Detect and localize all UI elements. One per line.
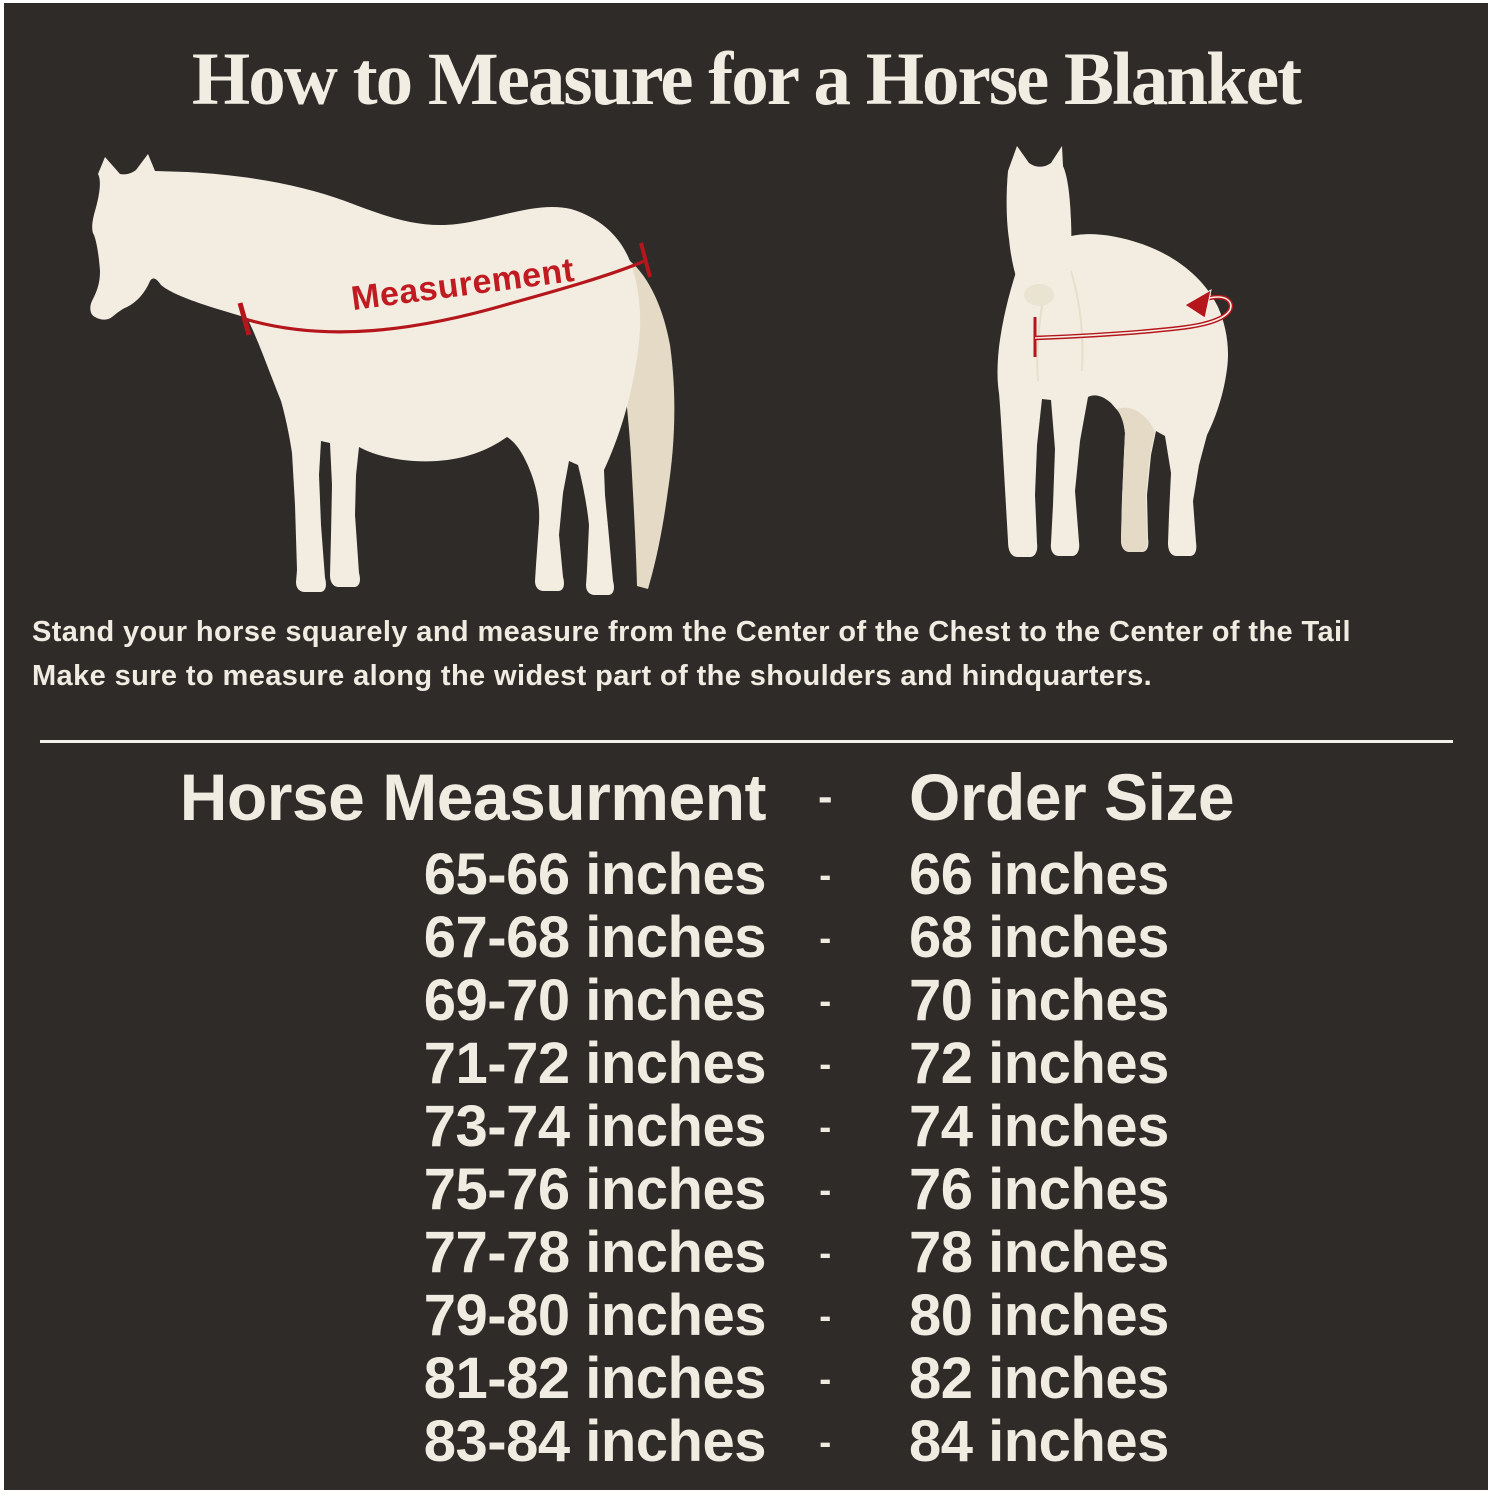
order-size-value: 74 inches <box>909 1094 1169 1159</box>
order-size-value: 84 inches <box>909 1409 1169 1474</box>
instructions-text: Stand your horse squarely and measure fr… <box>32 610 1477 698</box>
size-chart: Horse Measurment - Order Size 65-66 inch… <box>4 760 1491 1473</box>
size-chart-row: 71-72 inches - 72 inches <box>4 1032 1491 1095</box>
separator-dash: - <box>819 854 831 895</box>
side-horse-illustration <box>90 154 675 595</box>
order-size-value: 66 inches <box>909 842 1169 907</box>
girth-line-highlight <box>1034 296 1232 339</box>
order-size-value: 78 inches <box>909 1220 1169 1285</box>
header-separator-dash: - <box>817 773 833 821</box>
infographic-panel: How to Measure for a Horse Blanket Measu… <box>4 3 1488 1490</box>
page-title: How to Measure for a Horse Blanket <box>191 38 1302 121</box>
horse-measurement-value: 83-84 inches <box>423 1409 767 1474</box>
separator-dash: - <box>819 1169 831 1210</box>
separator-dash: - <box>819 1106 831 1147</box>
separator-dash: - <box>819 1358 831 1399</box>
size-chart-row: 81-82 inches - 82 inches <box>4 1347 1491 1410</box>
horse-measurement-value: 65-66 inches <box>423 842 767 907</box>
horse-measurement-value: 71-72 inches <box>423 1031 767 1096</box>
size-chart-header: Horse Measurment - Order Size <box>4 760 1491 834</box>
horse-measurement-value: 69-70 inches <box>423 968 767 1033</box>
size-chart-row: 73-74 inches - 74 inches <box>4 1095 1491 1158</box>
size-rows: 65-66 inches - 66 inches 67-68 inches - … <box>4 843 1491 1473</box>
measurement-tick-chest <box>237 302 252 336</box>
separator-dash: - <box>819 1421 831 1462</box>
separator-dash: - <box>819 1232 831 1273</box>
side-horse-body <box>90 154 641 595</box>
order-size-value: 68 inches <box>909 905 1169 970</box>
order-size-value: 70 inches <box>909 968 1169 1033</box>
size-chart-row: 77-78 inches - 78 inches <box>4 1221 1491 1284</box>
front-horse-head <box>1006 146 1072 308</box>
order-size-value: 76 inches <box>909 1157 1169 1222</box>
divider-line <box>40 740 1453 743</box>
front-horse-body <box>997 234 1228 557</box>
instructions-line-2: Make sure to measure along the widest pa… <box>32 660 1153 692</box>
size-chart-row: 67-68 inches - 68 inches <box>4 906 1491 969</box>
size-chart-row: 75-76 inches - 76 inches <box>4 1158 1491 1221</box>
horse-measurement-value: 79-80 inches <box>423 1283 767 1348</box>
separator-dash: - <box>819 1043 831 1084</box>
instructions-line-1: Stand your horse squarely and measure fr… <box>32 616 1351 648</box>
horse-measurement-value: 67-68 inches <box>423 905 767 970</box>
front-horse-illustration <box>997 146 1234 557</box>
front-horse-muzzle-shade <box>1024 284 1054 306</box>
separator-dash: - <box>819 917 831 958</box>
separator-dash: - <box>819 1295 831 1336</box>
girth-arrowhead <box>1184 289 1212 319</box>
horse-measurement-value: 77-78 inches <box>423 1220 767 1285</box>
size-chart-row: 79-80 inches - 80 inches <box>4 1284 1491 1347</box>
header-measurement-col: Horse Measurment <box>179 760 767 834</box>
front-horse-chest-crease <box>1036 270 1084 382</box>
horse-measurement-value: 75-76 inches <box>423 1157 767 1222</box>
size-chart-row: 65-66 inches - 66 inches <box>4 843 1491 906</box>
horse-measurement-value: 73-74 inches <box>423 1094 767 1159</box>
order-size-value: 72 inches <box>909 1031 1169 1096</box>
separator-dash: - <box>819 980 831 1021</box>
horse-measurement-value: 81-82 inches <box>423 1346 767 1411</box>
front-horse-hindleg-shade <box>1117 407 1155 552</box>
order-size-value: 82 inches <box>909 1346 1169 1411</box>
measurement-line <box>244 258 648 334</box>
measurement-tick-tail <box>639 242 652 278</box>
order-size-value: 80 inches <box>909 1283 1169 1348</box>
size-chart-row: 83-84 inches - 84 inches <box>4 1410 1491 1473</box>
header-order-col: Order Size <box>909 760 1235 834</box>
size-chart-row: 69-70 inches - 70 inches <box>4 969 1491 1032</box>
